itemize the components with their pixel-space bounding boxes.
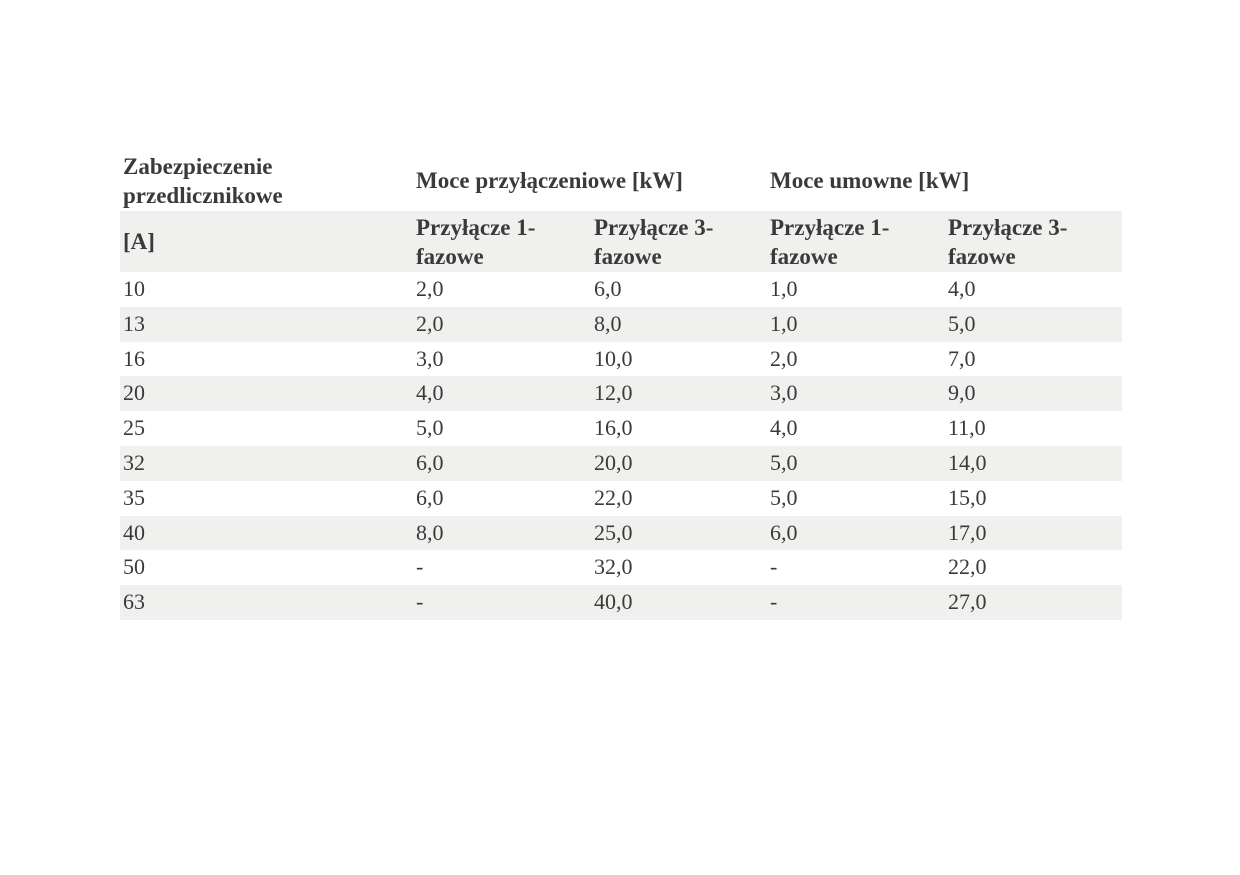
table-row: 63 - 40,0 - 27,0 <box>120 585 1123 620</box>
cell-contracted-3phase: 7,0 <box>948 345 976 371</box>
cell-contracted-1phase: 6,0 <box>770 519 798 545</box>
cell-contracted-3phase: 5,0 <box>948 310 976 336</box>
cell-connection-1phase: 6,0 <box>416 449 444 475</box>
cell-fuse-rating: 63 <box>123 589 145 615</box>
cell-contracted-3phase: 17,0 <box>948 519 987 545</box>
cell-contracted-1phase: 5,0 <box>770 484 798 510</box>
header-group-connection-power: Moce przyłączeniowe [kW] <box>416 168 683 193</box>
header-sub-line2: fazowe <box>594 243 662 269</box>
cell-contracted-3phase: 27,0 <box>948 589 987 615</box>
cell-contracted-1phase: 1,0 <box>770 310 798 336</box>
cell-contracted-1phase: 1,0 <box>770 276 798 301</box>
header-contracted-3phase: Przyłącze 3- fazowe <box>945 211 1122 272</box>
header-sub-line2: fazowe <box>948 243 1016 269</box>
header-protection: Zabezpieczenie przedlicznikowe <box>120 150 413 211</box>
cell-fuse-rating: 25 <box>123 415 145 441</box>
table-row: 35 6,0 22,0 5,0 15,0 <box>120 481 1122 516</box>
cell-fuse-rating: 40 <box>123 519 145 545</box>
cell-connection-1phase: 2,0 <box>416 276 444 301</box>
cell-connection-3phase: 22,0 <box>594 484 633 510</box>
cell-contracted-3phase: 22,0 <box>948 554 987 580</box>
header-group-contracted-power: Moce umowne [kW] <box>770 168 970 193</box>
cell-connection-3phase: 10,0 <box>594 345 633 371</box>
cell-contracted-1phase: 2,0 <box>770 345 798 371</box>
header-protection-line2: przedlicznikowe <box>123 182 283 208</box>
cell-contracted-3phase: 15,0 <box>948 484 987 510</box>
cell-connection-3phase: 12,0 <box>594 380 633 406</box>
cell-fuse-rating: 32 <box>123 449 145 475</box>
header-connection-3phase: Przyłącze 3- fazowe <box>591 211 767 272</box>
header-sub-line1: Przyłącze 1- <box>770 214 890 240</box>
cell-contracted-3phase: 9,0 <box>948 380 976 406</box>
cell-connection-3phase: 20,0 <box>594 449 633 475</box>
cell-connection-3phase: 32,0 <box>594 554 633 580</box>
table-row: 10 2,0 6,0 1,0 4,0 <box>120 272 1122 307</box>
table-row: 16 3,0 10,0 2,0 7,0 <box>120 342 1122 377</box>
cell-connection-1phase: 3,0 <box>416 345 444 371</box>
cell-contracted-3phase: 14,0 <box>948 449 987 475</box>
cell-connection-1phase: 2,0 <box>416 310 444 336</box>
cell-connection-1phase: 6,0 <box>416 484 444 510</box>
cell-connection-1phase: 5,0 <box>416 415 444 441</box>
cell-connection-1phase: - <box>416 554 424 580</box>
header-contracted-1phase: Przyłącze 1- fazowe <box>767 211 945 272</box>
header-connection-1phase: Przyłącze 1- fazowe <box>413 211 591 272</box>
table-row: 20 4,0 12,0 3,0 9,0 <box>120 376 1123 412</box>
table-row: 25 5,0 16,0 4,0 11,0 <box>120 411 1122 446</box>
cell-connection-1phase: 4,0 <box>416 380 444 406</box>
cell-fuse-rating: 16 <box>123 345 145 371</box>
cell-connection-1phase: - <box>416 589 424 615</box>
cell-connection-3phase: 6,0 <box>594 276 622 301</box>
header-sub-line2: fazowe <box>416 243 484 269</box>
header-sub-row: [A] Przyłącze 1- fazowe Przyłącze 3- fazow… <box>120 211 1123 272</box>
header-sub-line1: Przyłącze 3- <box>948 214 1068 240</box>
connection-power-table: Zabezpieczenie przedlicznikowe Moce przył… <box>120 150 1123 620</box>
header-sub-line2: fazowe <box>770 243 838 269</box>
cell-connection-3phase: 16,0 <box>594 415 633 441</box>
cell-connection-1phase: 8,0 <box>416 519 444 545</box>
cell-fuse-rating: 10 <box>123 276 145 301</box>
cell-contracted-1phase: 4,0 <box>770 415 798 441</box>
cell-contracted-1phase: 5,0 <box>770 449 798 475</box>
cell-connection-3phase: 40,0 <box>594 589 633 615</box>
cell-fuse-rating: 35 <box>123 484 145 510</box>
table-row: 13 2,0 8,0 1,0 5,0 <box>120 306 1123 342</box>
header-sub-line1: Przyłącze 3- <box>594 214 714 240</box>
cell-contracted-1phase: 3,0 <box>770 380 798 406</box>
cell-connection-3phase: 8,0 <box>594 310 622 336</box>
header-protection-line1: Zabezpieczenie <box>123 153 273 179</box>
header-sub-line1: Przyłącze 1- <box>416 214 536 240</box>
cell-fuse-rating: 13 <box>123 310 145 336</box>
cell-fuse-rating: 20 <box>123 380 145 406</box>
cell-fuse-rating: 50 <box>123 554 145 580</box>
table-row: 32 6,0 20,0 5,0 14,0 <box>120 445 1123 481</box>
cell-contracted-3phase: 4,0 <box>948 276 976 301</box>
table-row: 40 8,0 25,0 6,0 17,0 <box>120 515 1123 551</box>
cell-contracted-1phase: - <box>770 554 778 580</box>
cell-connection-3phase: 25,0 <box>594 519 633 545</box>
cell-contracted-1phase: - <box>770 589 778 615</box>
header-unit-amperes: [A] <box>123 229 155 254</box>
table-row: 50 - 32,0 - 22,0 <box>120 550 1122 585</box>
cell-contracted-3phase: 11,0 <box>948 415 986 441</box>
header-group-row: Zabezpieczenie przedlicznikowe Moce przył… <box>120 150 1122 211</box>
